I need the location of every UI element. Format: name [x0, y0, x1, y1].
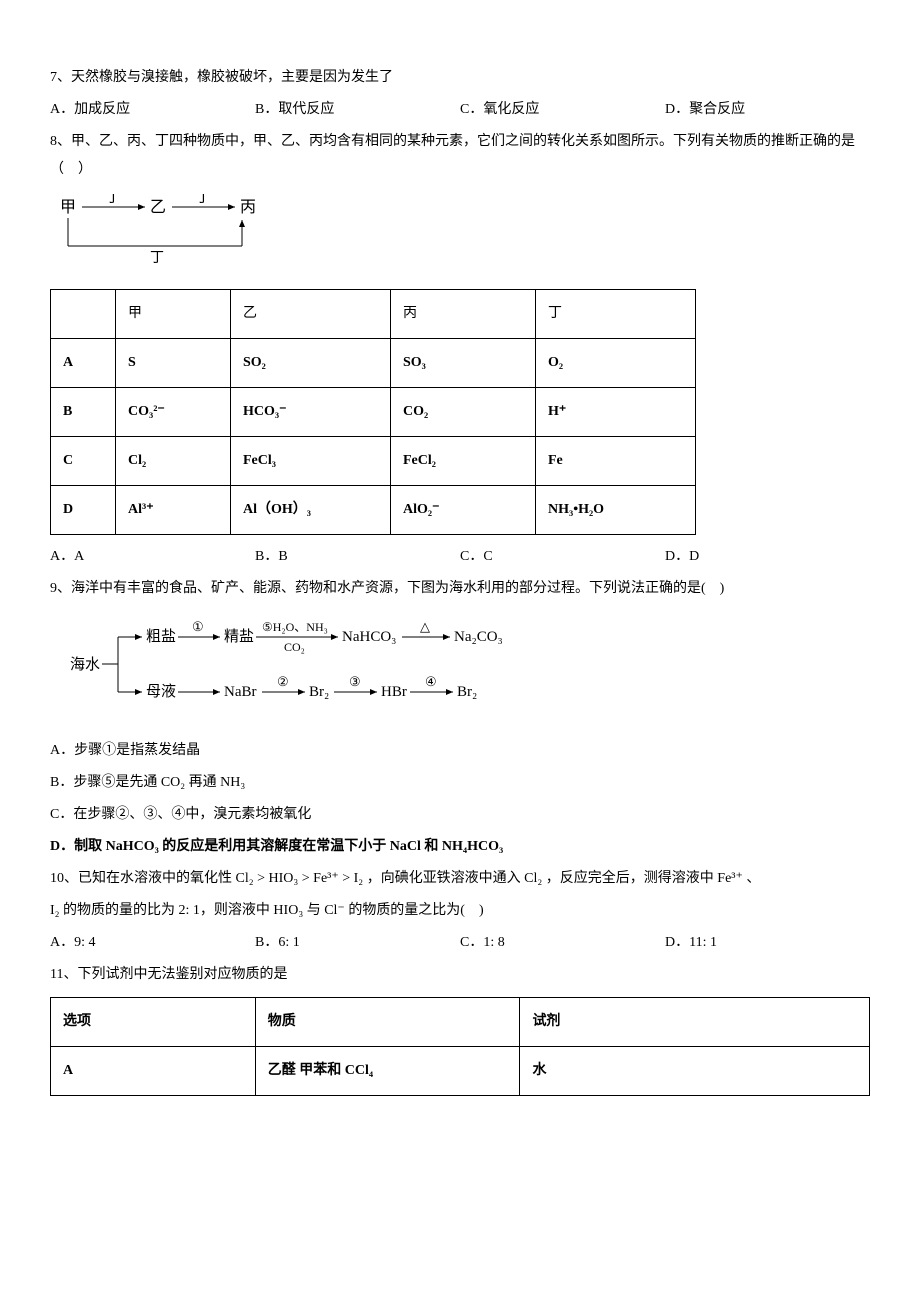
q7-stem: 7、天然橡胶与溴接触，橡胶被破坏，主要是因为发生了: [50, 64, 870, 92]
q10-opt-c: C．1: 8: [460, 929, 665, 957]
table-row-c: C Cl₂ FeCl₃ FeCl₂ Fe: [51, 437, 696, 486]
q8-table: 甲 乙 丙 丁 A S SO₂ SO₃ O₂ B CO₃²⁻ HCO₃⁻ CO₂…: [50, 289, 696, 535]
table-row-header: 选项 物质 试剂: [51, 998, 870, 1047]
table-row-b: B CO₃²⁻ HCO₃⁻ CO₂ H⁺: [51, 388, 696, 437]
q8-opt-b: B．B: [255, 543, 460, 571]
node-yi: 乙: [150, 199, 166, 216]
q9-opt-b: B．步骤⑤是先通 CO₂ 再通 NH₃: [50, 769, 870, 797]
q7-opt-d: D．聚合反应: [665, 96, 870, 124]
lbl-reagent5b: CO₂: [284, 640, 305, 654]
q8-opt-c: C．C: [460, 543, 665, 571]
hdr-ding: 丁: [536, 290, 696, 339]
node-nahco3: NaHCO₃: [342, 629, 396, 645]
arrow-label-ding2: 丁: [196, 194, 210, 206]
node-cuyan: 粗盐: [146, 628, 176, 645]
q7-opt-a: A．加成反应: [50, 96, 255, 124]
q10-opt-a: A．9: 4: [50, 929, 255, 957]
q10-opt-b: B．6: 1: [255, 929, 460, 957]
node-seawater: 海水: [70, 656, 100, 673]
node-na2co3: Na₂CO₃: [454, 629, 503, 645]
q8-opt-d: D．D: [665, 543, 870, 571]
q8-diagram: 甲 丁 乙 丁 丙 丁: [50, 194, 290, 264]
arrow-label-ding1: 丁: [106, 194, 120, 206]
table-row-a: A 乙醛 甲苯和 CCl₄ 水: [51, 1047, 870, 1096]
q10-options: A．9: 4 B．6: 1 C．1: 8 D．11: 1: [50, 929, 870, 957]
q9-diagram: 海水 粗盐 ① 精盐 ⑤H₂O、NH₃ CO₂ NaHCO₃ △ Na₂CO₃ …: [70, 617, 590, 712]
table-row-a: A S SO₂ SO₃ O₂: [51, 339, 696, 388]
q10-stem-b: I₂ 的物质的量的比为 2: 1，则溶液中 HIO₃ 与 Cl⁻ 的物质的量之比…: [50, 897, 870, 925]
q9-opt-c: C．在步骤②、③、④中，溴元素均被氧化: [50, 801, 870, 829]
node-bing: 丙: [240, 199, 256, 216]
node-muye: 母液: [146, 683, 176, 700]
q8-options: A．A B．B C．C D．D: [50, 543, 870, 571]
q11-stem: 11、下列试剂中无法鉴别对应物质的是: [50, 961, 870, 989]
q7-opt-b: B．取代反应: [255, 96, 460, 124]
q7-options: A．加成反应 B．取代反应 C．氧化反应 D．聚合反应: [50, 96, 870, 124]
table-row-header: 甲 乙 丙 丁: [51, 290, 696, 339]
q9-stem: 9、海洋中有丰富的食品、矿产、能源、药物和水产资源，下图为海水利用的部分过程。下…: [50, 575, 870, 603]
hdr-blank: [51, 290, 116, 339]
lbl-circ2: ②: [277, 674, 289, 689]
node-hbr: HBr: [381, 684, 407, 700]
lbl-reagent5a: ⑤H₂O、NH₃: [262, 620, 328, 634]
q7-opt-c: C．氧化反应: [460, 96, 665, 124]
node-nabr: NaBr: [224, 684, 257, 700]
hdr-yi: 乙: [231, 290, 391, 339]
table-row-d: D Al³⁺ Al（OH）₃ AlO₂⁻ NH₃•H₂O: [51, 486, 696, 535]
arrow-label-ding3: 丁: [150, 251, 164, 264]
q9-opt-a: A．步骤①是指蒸发结晶: [50, 737, 870, 765]
q8-opt-a: A．A: [50, 543, 255, 571]
node-br2a: Br₂: [309, 684, 329, 700]
lbl-circ1: ①: [192, 619, 204, 634]
lbl-delta: △: [420, 619, 430, 634]
q10-opt-d: D．11: 1: [665, 929, 870, 957]
q9-opt-d: D．制取 NaHCO₃ 的反应是利用其溶解度在常温下小于 NaCl 和 NH₄H…: [50, 833, 870, 861]
lbl-circ3: ③: [349, 674, 361, 689]
q11-table: 选项 物质 试剂 A 乙醛 甲苯和 CCl₄ 水: [50, 997, 870, 1096]
hdr-bing: 丙: [391, 290, 536, 339]
lbl-circ4: ④: [425, 674, 437, 689]
q8-stem: 8、甲、乙、丙、丁四种物质中，甲、乙、丙均含有相同的某种元素，它们之间的转化关系…: [50, 128, 870, 184]
node-jingyan: 精盐: [224, 628, 254, 645]
node-jia: 甲: [60, 199, 76, 216]
q10-stem-a: 10、已知在水溶液中的氧化性 Cl₂ > HIO₃ > Fe³⁺ > I₂ ，向…: [50, 865, 870, 893]
hdr-jia: 甲: [116, 290, 231, 339]
node-br2b: Br₂: [457, 684, 477, 700]
